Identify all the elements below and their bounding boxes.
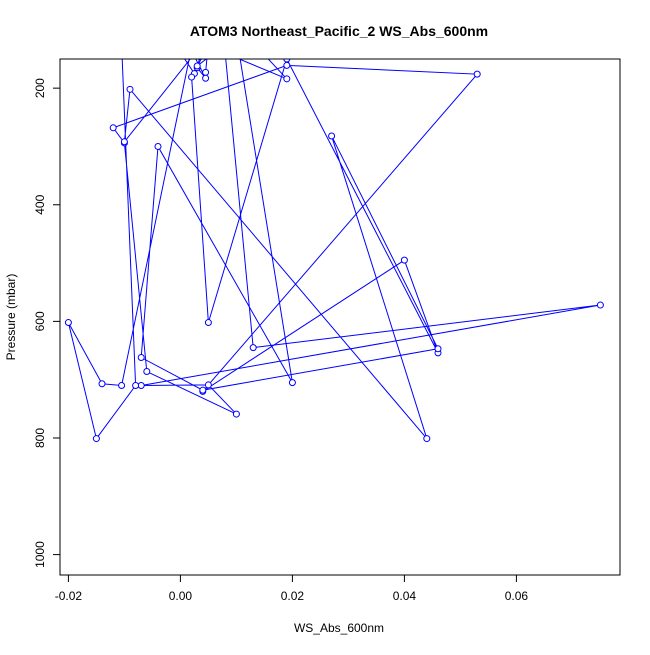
data-point xyxy=(283,75,291,83)
data-point xyxy=(98,380,106,388)
y-tick-label: 600 xyxy=(33,311,47,331)
x-tick-label: 0.00 xyxy=(169,589,193,603)
data-point xyxy=(204,319,212,327)
y-tick-label: 1000 xyxy=(33,541,47,568)
x-tick-label: 0.06 xyxy=(505,589,529,603)
data-point xyxy=(199,386,207,394)
data-point xyxy=(473,70,481,78)
y-tick-label: 400 xyxy=(33,194,47,214)
data-point xyxy=(137,354,145,362)
data-point xyxy=(188,73,196,81)
data-point xyxy=(120,138,128,146)
data-point xyxy=(328,132,336,140)
data-point xyxy=(154,142,162,150)
data-point xyxy=(596,301,604,309)
series-line xyxy=(67,59,601,440)
data-point xyxy=(434,345,442,353)
data-point xyxy=(400,256,408,264)
data-point xyxy=(204,381,212,389)
data-point xyxy=(193,62,201,70)
data-point xyxy=(132,382,140,390)
data-point xyxy=(288,379,296,387)
data-point xyxy=(64,319,72,327)
x-tick-label: 0.02 xyxy=(281,589,305,603)
data-point xyxy=(283,59,291,63)
y-tick-label: 800 xyxy=(33,428,47,448)
y-tick-label: 200 xyxy=(33,78,47,98)
data-point xyxy=(232,410,240,418)
chart-title: ATOM3 Northeast_Pacific_2 WS_Abs_600nm xyxy=(190,23,488,39)
x-axis: -0.02 0.00 0.02 0.04 0.06 xyxy=(55,574,529,603)
data-point xyxy=(126,85,134,93)
data-point xyxy=(143,368,151,376)
x-tick-label: 0.04 xyxy=(393,589,417,603)
data-point xyxy=(202,74,210,82)
data-point xyxy=(92,435,100,443)
y-axis: 200 400 600 800 1000 xyxy=(33,78,61,568)
data-point xyxy=(202,68,210,76)
y-axis-label: Pressure (mbar) xyxy=(4,274,18,361)
data-point xyxy=(249,344,257,352)
x-tick-label: -0.02 xyxy=(55,589,83,603)
data-point xyxy=(118,382,126,390)
data-point xyxy=(109,124,117,132)
data-point xyxy=(423,435,431,443)
data-point xyxy=(283,61,291,69)
x-axis-label: WS_Abs_600nm xyxy=(294,621,384,635)
